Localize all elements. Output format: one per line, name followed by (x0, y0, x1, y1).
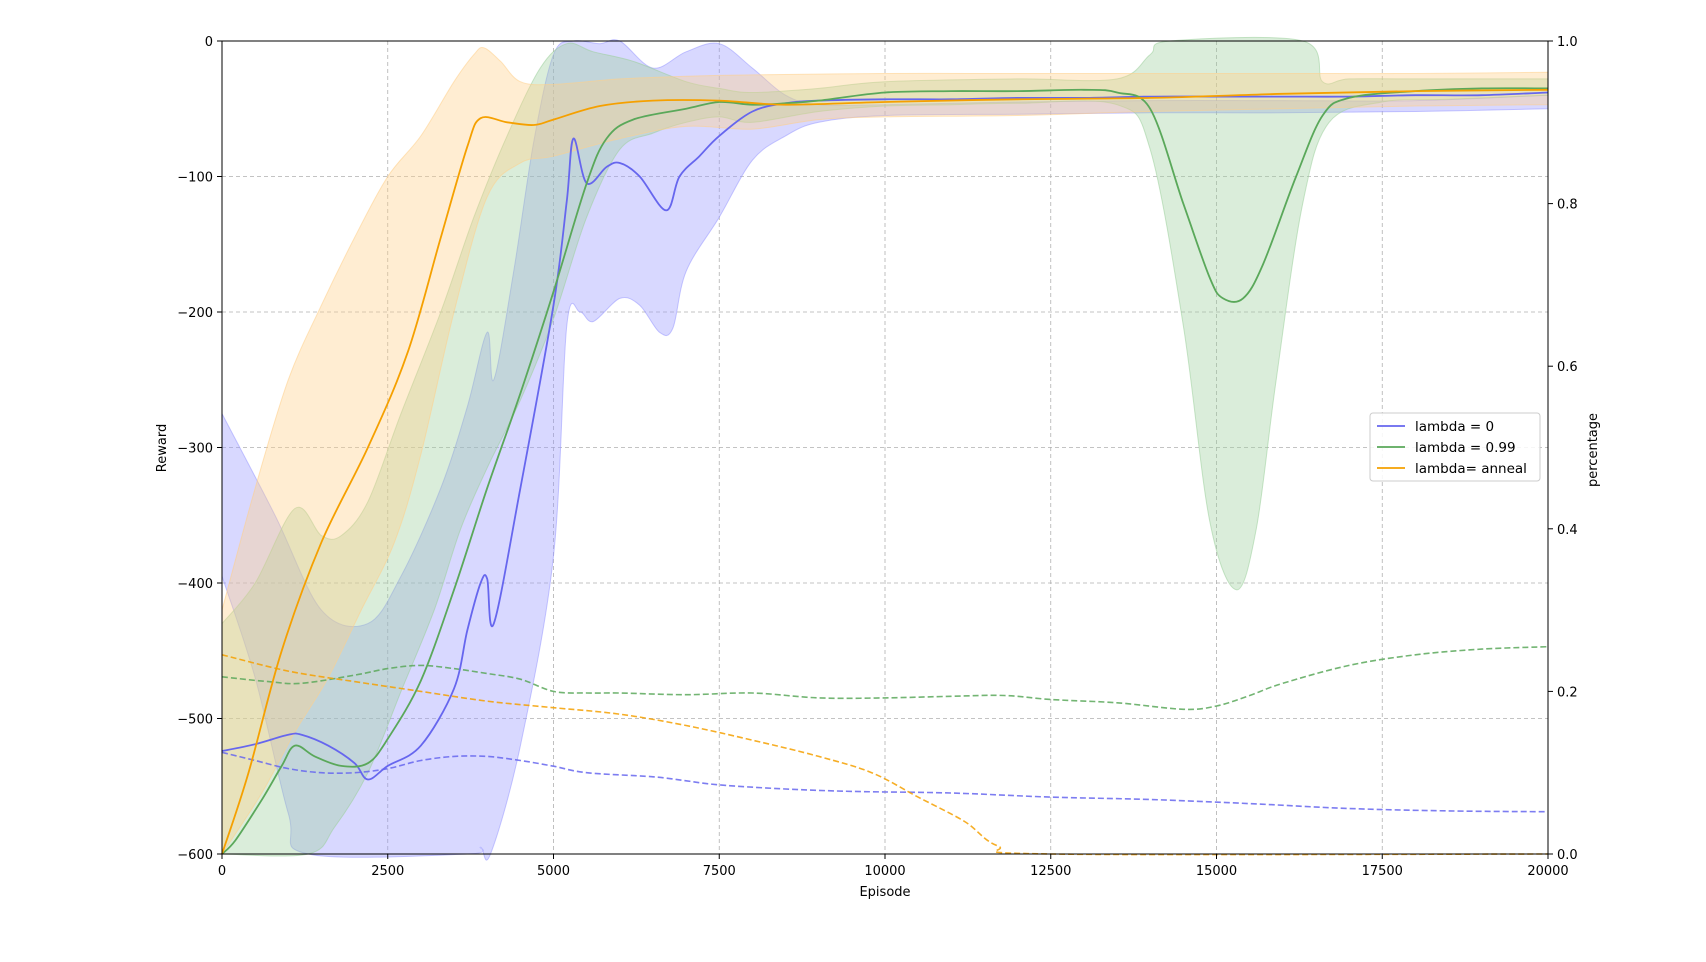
lambda-0-reward-band (221, 39, 1549, 861)
lambda-anneal-percentage-line (221, 654, 1549, 856)
x-tick-label: 12500 (1030, 864, 1071, 879)
legend-box (1369, 412, 1541, 482)
y-tick-label: −600 (177, 848, 213, 863)
legend-label-lambda-099: lambda = 0.99 (1415, 440, 1516, 456)
lambda-099-percentage-line (221, 645, 1549, 711)
y2-tick-label: 0.2 (1557, 685, 1578, 700)
lambda-0-reward-line (221, 91, 1549, 781)
lambda-099-reward-band (221, 36, 1549, 857)
y2-tick-label: 0.4 (1557, 523, 1578, 538)
y2-axis-title: percentage (1586, 413, 1601, 487)
x-tick-label: 5000 (537, 864, 570, 879)
y-tick-label: −500 (177, 713, 213, 728)
lambda-anneal-reward-line (221, 88, 1549, 855)
axis-ticks: 0 2500 5000 7500 10000 12500 15000 17500 200000−… (177, 35, 1577, 879)
y-axis-title: Reward (155, 424, 170, 472)
confidence-bands (221, 36, 1549, 861)
y2-tick-label: 0.0 (1557, 848, 1578, 863)
x-tick-label: 20000 (1527, 864, 1568, 879)
x-tick-label: 2500 (371, 864, 404, 879)
lambda-0-percentage-line (221, 751, 1549, 813)
y2-tick-label: 0.8 (1557, 198, 1578, 213)
y-tick-label: −300 (177, 442, 213, 457)
legend-label-lambda-anneal: lambda= anneal (1415, 461, 1527, 477)
percentage-lines (221, 645, 1549, 856)
x-tick-label: 10000 (864, 864, 905, 879)
reward-lines (221, 87, 1549, 855)
x-tick-label: 7500 (703, 864, 736, 879)
y-tick-label: −400 (177, 577, 213, 592)
x-axis-title: Episode (859, 885, 910, 900)
y-tick-label: −100 (177, 171, 213, 186)
x-tick-label: 15000 (1196, 864, 1237, 879)
legend-label-lambda-0: lambda = 0 (1415, 419, 1494, 435)
lambda-099-reward-line (221, 87, 1549, 855)
x-tick-label: 0 (218, 864, 226, 879)
lambda-anneal-reward-band (221, 47, 1549, 856)
y2-tick-label: 1.0 (1557, 35, 1578, 50)
legend: lambda = 0 lambda = 0.99 lambda= anneal (1369, 412, 1541, 482)
y-tick-label: 0 (205, 35, 213, 50)
x-tick-label: 17500 (1362, 864, 1403, 879)
y2-tick-label: 0.6 (1557, 360, 1578, 375)
y-tick-label: −200 (177, 306, 213, 321)
